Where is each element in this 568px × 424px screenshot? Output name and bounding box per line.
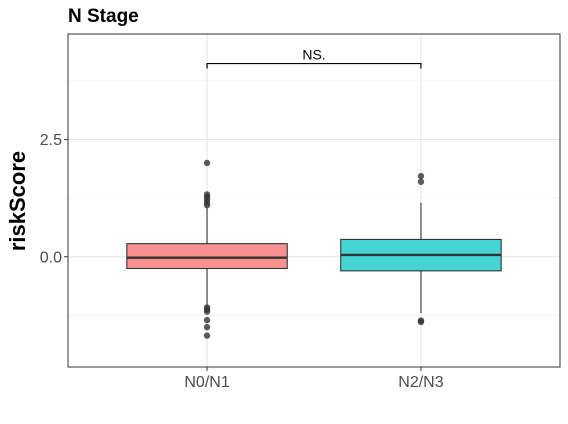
ticks-layer: 0.0 2.5 N0/N1 N2/N3 — [40, 132, 444, 391]
significance-label: NS. — [302, 47, 325, 63]
annotations-layer: NS. — [206, 47, 422, 69]
plot-border — [67, 33, 561, 368]
outlier-point — [417, 318, 425, 326]
outlier-point — [203, 323, 211, 331]
box-n0-n1 — [126, 159, 288, 339]
outlier-point — [417, 178, 425, 185]
plot-background — [68, 34, 560, 367]
boxes-layer — [126, 159, 502, 339]
outlier-point — [203, 332, 211, 339]
outlier-point — [417, 172, 425, 180]
y-tick-label: 0.0 — [40, 249, 62, 266]
y-tick-label: 2.5 — [40, 132, 62, 149]
significance-bracket — [206, 62, 422, 69]
outlier-point — [203, 316, 211, 324]
box-n2-n3 — [340, 172, 502, 326]
box-iqr — [126, 243, 288, 270]
outlier-point — [203, 308, 211, 315]
outlier-point — [203, 201, 211, 209]
outlier-point — [203, 159, 211, 167]
x-tick-label: N2/N3 — [398, 374, 443, 391]
chart-title: N Stage — [68, 6, 139, 27]
y-axis-label: riskScore — [5, 151, 30, 251]
x-tick-label: N0/N1 — [184, 374, 229, 391]
